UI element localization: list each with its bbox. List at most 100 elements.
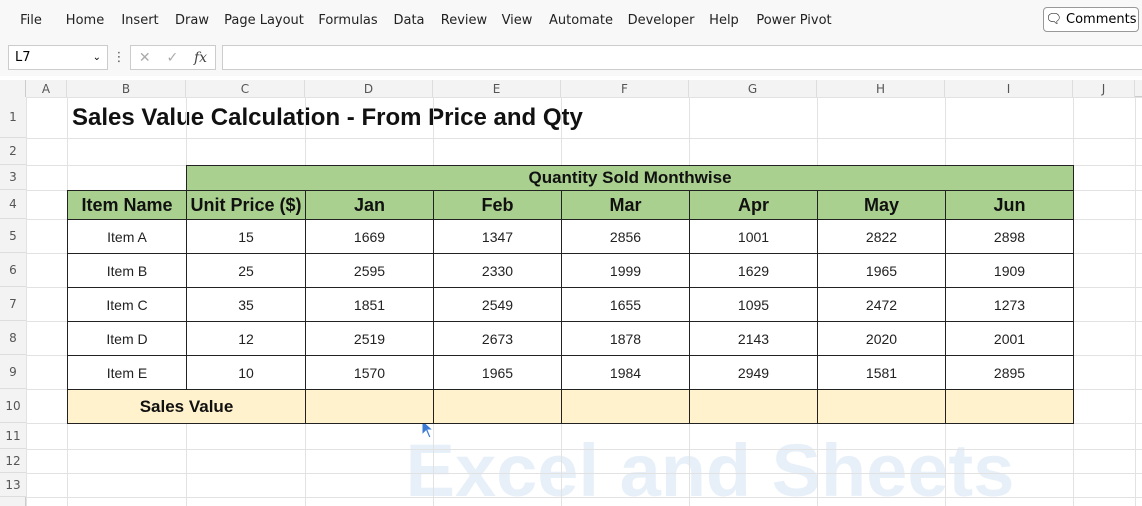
column-header[interactable]: I xyxy=(945,80,1073,97)
ribbon-tab[interactable]: Insert xyxy=(121,12,159,28)
column-header[interactable]: A xyxy=(26,80,67,97)
ribbon-tab[interactable]: Page Layout xyxy=(224,12,304,28)
sheet-title: Sales Value Calculation - From Price and… xyxy=(72,104,583,131)
column-header[interactable]: J xyxy=(1073,80,1135,97)
comments-button[interactable]: 🗨 Comments xyxy=(1043,7,1139,32)
table-cell[interactable]: Item B xyxy=(67,253,187,288)
row-header[interactable]: 7 xyxy=(0,287,26,321)
table-cell[interactable]: 2020 xyxy=(817,321,946,356)
table-cell[interactable]: 15 xyxy=(186,219,306,254)
table-cell[interactable]: 1965 xyxy=(433,355,562,390)
name-box-text: L7 xyxy=(15,50,31,65)
table-cell[interactable]: 1878 xyxy=(561,321,690,356)
table-cell[interactable]: 25 xyxy=(186,253,306,288)
table-cell[interactable]: 2519 xyxy=(305,321,434,356)
column-header[interactable]: C xyxy=(186,80,305,97)
table-cell[interactable]: 1273 xyxy=(945,287,1074,322)
table-cell[interactable]: 1999 xyxy=(561,253,690,288)
ribbon-tab[interactable]: View xyxy=(501,12,533,28)
row-header[interactable]: 2 xyxy=(0,138,26,165)
gridline xyxy=(26,97,27,506)
total-cell[interactable] xyxy=(817,389,946,424)
total-label: Sales Value xyxy=(67,389,306,424)
column-title: Feb xyxy=(433,190,562,220)
table-cell[interactable]: Item C xyxy=(67,287,187,322)
table-cell[interactable]: 2595 xyxy=(305,253,434,288)
row-header[interactable]: 8 xyxy=(0,321,26,355)
ribbon-tab[interactable]: Draw xyxy=(175,12,209,28)
ribbon-tab[interactable]: Review xyxy=(440,12,488,28)
table-cell[interactable]: Item A xyxy=(67,219,187,254)
row-header[interactable]: 9 xyxy=(0,355,26,389)
total-cell[interactable] xyxy=(689,389,818,424)
total-cell[interactable] xyxy=(561,389,690,424)
column-header[interactable]: F xyxy=(561,80,689,97)
table-cell[interactable]: 2330 xyxy=(433,253,562,288)
ribbon-tab[interactable]: Home xyxy=(65,12,105,28)
table-cell[interactable]: 1984 xyxy=(561,355,690,390)
table-cell[interactable]: 1669 xyxy=(305,219,434,254)
column-header[interactable]: G xyxy=(689,80,817,97)
table-cell[interactable]: 2822 xyxy=(817,219,946,254)
table-cell[interactable]: 1001 xyxy=(689,219,818,254)
table-cell[interactable]: 1655 xyxy=(561,287,690,322)
column-header[interactable]: D xyxy=(305,80,433,97)
table-cell[interactable]: 2143 xyxy=(689,321,818,356)
table-cell[interactable]: Item D xyxy=(67,321,187,356)
table-cell[interactable]: 12 xyxy=(186,321,306,356)
column-header[interactable]: E xyxy=(433,80,561,97)
table-cell[interactable]: 1581 xyxy=(817,355,946,390)
table-cell[interactable]: 1347 xyxy=(433,219,562,254)
row-header[interactable]: 1 xyxy=(0,97,26,138)
gridline xyxy=(26,497,1142,498)
ribbon-tab[interactable]: Automate xyxy=(549,12,613,28)
column-title: Mar xyxy=(561,190,690,220)
row-header[interactable]: 3 xyxy=(0,165,26,190)
row-header[interactable]: 13 xyxy=(0,473,26,497)
table-cell[interactable]: 2549 xyxy=(433,287,562,322)
table-cell[interactable]: 2898 xyxy=(945,219,1074,254)
ribbon-tab[interactable]: Power Pivot xyxy=(756,12,832,28)
ribbon-tab[interactable]: Developer xyxy=(627,12,695,28)
table-cell[interactable]: 2472 xyxy=(817,287,946,322)
row-header[interactable]: 4 xyxy=(0,190,26,219)
row-header[interactable]: 5 xyxy=(0,219,26,253)
row-header[interactable]: 12 xyxy=(0,449,26,473)
table-cell[interactable]: 10 xyxy=(186,355,306,390)
gridline xyxy=(26,473,1142,474)
table-cell[interactable]: 2895 xyxy=(945,355,1074,390)
table-cell[interactable]: 2001 xyxy=(945,321,1074,356)
ribbon-tab[interactable]: Formulas xyxy=(318,12,378,28)
row-header[interactable]: 6 xyxy=(0,253,26,287)
table-cell[interactable]: 1851 xyxy=(305,287,434,322)
fx-label[interactable]: fx xyxy=(194,49,208,66)
total-cell[interactable] xyxy=(433,389,562,424)
table-cell[interactable]: 2673 xyxy=(433,321,562,356)
gridline xyxy=(26,449,1142,450)
table-cell[interactable]: 2949 xyxy=(689,355,818,390)
table-cell[interactable]: 2856 xyxy=(561,219,690,254)
gridline xyxy=(26,97,1142,98)
table-cell[interactable]: 1629 xyxy=(689,253,818,288)
table-cell[interactable]: 1965 xyxy=(817,253,946,288)
column-header[interactable]: H xyxy=(817,80,945,97)
formula-input[interactable] xyxy=(222,45,1142,70)
more-menu[interactable]: ⋮ xyxy=(112,50,126,65)
row-header[interactable]: 11 xyxy=(0,423,26,449)
name-box[interactable]: L7 ⌄ xyxy=(8,45,108,70)
table-cell[interactable]: 1570 xyxy=(305,355,434,390)
table-cell[interactable]: 1909 xyxy=(945,253,1074,288)
total-cell[interactable] xyxy=(945,389,1074,424)
table-cell[interactable]: Item E xyxy=(67,355,187,390)
mouse-cursor xyxy=(421,418,435,439)
row-header[interactable]: 10 xyxy=(0,389,26,423)
total-cell[interactable] xyxy=(305,389,434,424)
table-cell[interactable]: 35 xyxy=(186,287,306,322)
ribbon-tab[interactable]: File xyxy=(20,12,42,28)
ribbon-tab[interactable]: Data xyxy=(393,12,425,28)
column-title: Jun xyxy=(945,190,1074,220)
column-header[interactable]: B xyxy=(67,80,186,97)
ribbon-tab[interactable]: Help xyxy=(709,12,739,28)
ribbon-bar xyxy=(0,0,1142,40)
table-cell[interactable]: 1095 xyxy=(689,287,818,322)
